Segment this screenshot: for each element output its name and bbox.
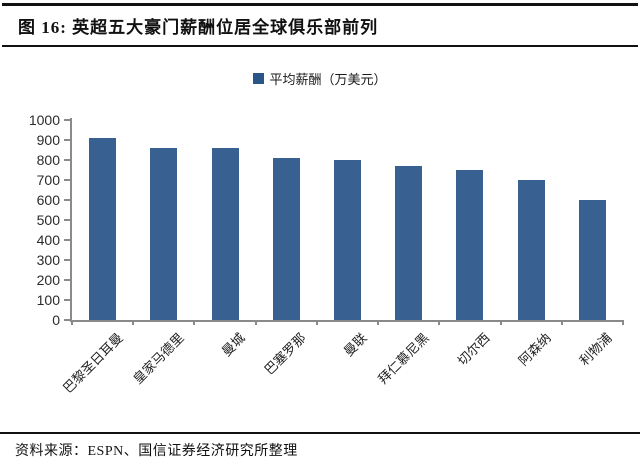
bar (334, 160, 361, 320)
y-tick-label: 0 (52, 312, 60, 328)
bar (211, 148, 239, 320)
x-tick (132, 320, 135, 325)
source-note: 资料来源：ESPN、国信证券经济研究所整理 (15, 444, 298, 459)
y-tick (64, 119, 70, 121)
x-tick (560, 320, 563, 325)
y-tick-label: 500 (36, 212, 60, 228)
x-label: 利物浦 (576, 330, 616, 369)
y-tick (64, 139, 70, 141)
legend-entry: 平均薪酬（万美元） (253, 69, 387, 88)
x-label: 切尔西 (454, 330, 493, 369)
x-tick (622, 320, 624, 325)
y-tick (64, 299, 70, 301)
y-tick (64, 179, 70, 181)
header-bottom-rule (2, 45, 638, 47)
legend-label: 平均薪酬（万美元） (269, 72, 387, 87)
x-label: 阿森纳 (515, 330, 554, 369)
x-tick (315, 320, 318, 325)
y-tick-label: 700 (36, 172, 60, 188)
y-tick (64, 219, 70, 221)
y-tick (64, 319, 70, 321)
bar (150, 148, 178, 320)
chart-legend: 平均薪酬（万美元） (0, 69, 640, 89)
header-top-rule (2, 3, 638, 6)
bar (456, 170, 484, 320)
x-label: 拜仁慕尼黑 (374, 330, 432, 387)
y-tick-label: 200 (36, 272, 60, 288)
y-tick-label: 900 (36, 132, 60, 148)
x-tick (438, 320, 441, 325)
x-label: 巴塞罗那 (261, 330, 310, 378)
y-axis (70, 118, 72, 320)
x-label: 曼联 (341, 330, 371, 360)
y-tick-label: 300 (36, 252, 60, 268)
y-tick (64, 159, 70, 161)
footer-rule (0, 432, 640, 434)
x-axis (70, 320, 623, 322)
y-tick-label: 1000 (28, 112, 60, 128)
x-tick (71, 320, 73, 325)
y-tick-label: 600 (36, 192, 60, 208)
x-label: 皇家马德里 (129, 330, 187, 387)
figure-title: 图 16: 英超五大豪门薪酬位居全球俱乐部前列 (18, 18, 379, 37)
y-tick (64, 199, 70, 201)
bar (395, 166, 423, 320)
legend-swatch-icon (253, 73, 265, 84)
y-tick-label: 100 (36, 292, 60, 308)
bar (89, 138, 117, 320)
x-tick (193, 320, 196, 325)
bar (578, 200, 606, 320)
y-tick-label: 400 (36, 232, 60, 248)
x-tick (377, 320, 380, 325)
x-tick (254, 320, 257, 325)
y-tick-label: 800 (36, 152, 60, 168)
y-tick (64, 239, 70, 241)
y-tick (64, 259, 70, 261)
y-tick (64, 279, 70, 281)
x-label: 巴黎圣日耳曼 (59, 330, 126, 396)
x-label: 曼城 (218, 330, 248, 360)
bar-chart: 0 100 200 300 400 500 600 700 800 900 1000 巴黎圣日耳曼 皇家… (28, 112, 624, 396)
bar (272, 158, 300, 320)
bar (517, 180, 545, 320)
x-tick (499, 320, 502, 325)
